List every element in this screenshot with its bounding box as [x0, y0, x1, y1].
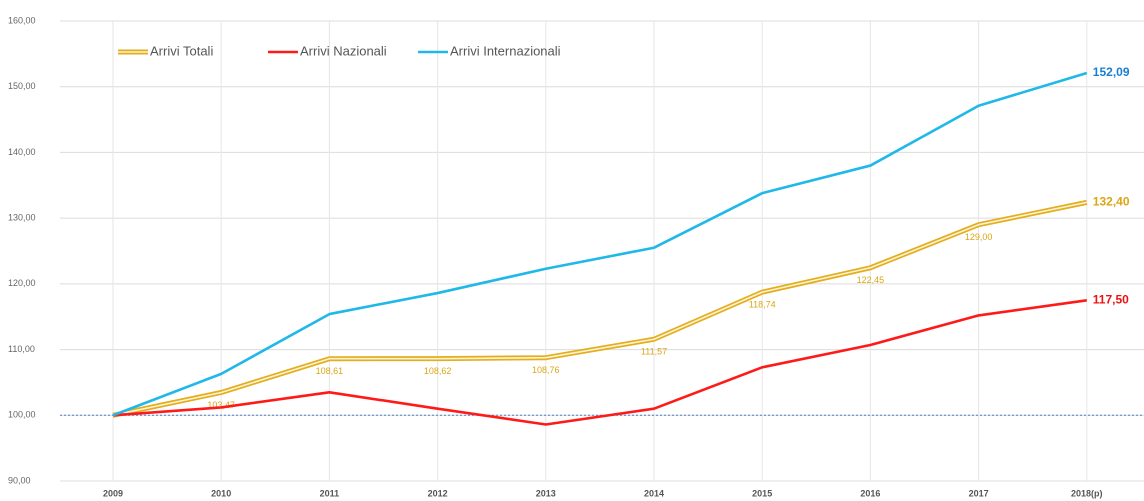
- value-label: 117,50: [1093, 292, 1129, 306]
- plot-background: [60, 8, 1143, 481]
- x-tick-label: 2009: [103, 488, 123, 498]
- legend-label: Arrivi Internazionali: [450, 43, 561, 58]
- y-tick-label: 100,00: [8, 410, 36, 420]
- y-tick-label: 110,00: [8, 344, 35, 354]
- series-line: [112, 71, 1088, 417]
- y-tick-label: 140,00: [8, 147, 36, 157]
- value-label: 108,62: [424, 366, 452, 376]
- series-line-inner: [112, 201, 1087, 417]
- legend-label: Arrivi Nazionali: [300, 43, 387, 58]
- value-label: 108,61: [316, 366, 344, 376]
- value-label: 152,09: [1093, 65, 1130, 79]
- x-tick-label: 2013: [536, 488, 556, 498]
- value-label: 129,00: [965, 232, 993, 242]
- y-tick-label: 160,00: [8, 15, 36, 25]
- y-tick-label: 120,00: [8, 278, 36, 288]
- x-tick-label: 2015: [752, 488, 772, 498]
- value-label: 103,47: [207, 400, 235, 410]
- x-tick-label: 2017: [969, 488, 989, 498]
- value-label: 111,57: [641, 347, 667, 357]
- y-tick-label: 90,00: [8, 475, 31, 485]
- value-label: 108,76: [532, 365, 560, 375]
- x-tick-label: 2011: [320, 488, 340, 498]
- x-tick-label: 2014: [644, 488, 664, 498]
- x-tick-label: 2016: [860, 488, 880, 498]
- y-tick-label: 130,00: [8, 213, 36, 223]
- y-tick-label: 150,00: [8, 81, 36, 91]
- x-tick-label: 2012: [428, 488, 448, 498]
- x-tick-label: 2010: [211, 488, 231, 498]
- x-tick-label: 2018(p): [1071, 488, 1103, 498]
- legend-label: Arrivi Totali: [150, 43, 213, 58]
- value-label: 118,74: [749, 300, 776, 310]
- value-label: 122,45: [857, 275, 885, 285]
- series-line: [112, 298, 1087, 426]
- value-label: 132,40: [1093, 195, 1130, 209]
